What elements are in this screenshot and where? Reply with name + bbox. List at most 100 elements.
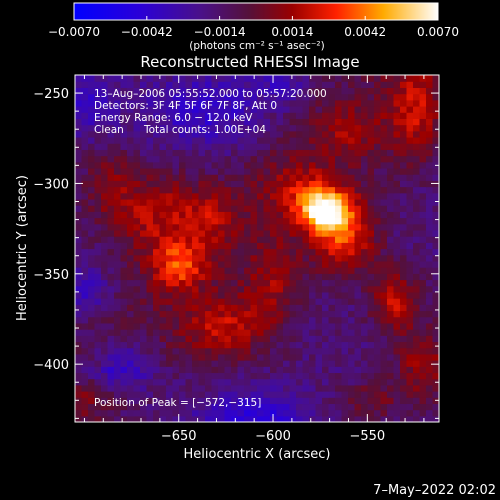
heatmap-cell xyxy=(400,254,408,262)
heatmap-cell xyxy=(101,322,109,330)
heatmap-cell xyxy=(413,161,421,169)
heatmap-cell xyxy=(211,186,219,194)
heatmap-cell xyxy=(361,366,369,374)
heatmap-cell xyxy=(250,223,258,231)
heatmap-cell xyxy=(140,378,148,386)
heatmap-cell xyxy=(192,285,200,293)
heatmap-cell xyxy=(159,347,167,355)
heatmap-cell xyxy=(159,149,167,157)
heatmap-cell xyxy=(192,335,200,343)
heatmap-cell xyxy=(393,409,401,417)
heatmap-cell xyxy=(153,155,161,163)
heatmap-cell xyxy=(426,180,434,188)
heatmap-cell xyxy=(367,329,375,336)
heatmap-cell xyxy=(159,372,167,380)
heatmap-cell xyxy=(432,291,439,299)
heatmap-cell xyxy=(205,211,213,219)
heatmap-cell xyxy=(81,143,89,150)
heatmap-cell xyxy=(75,384,83,392)
heatmap-cell xyxy=(237,347,245,355)
heatmap-cell xyxy=(94,112,102,119)
heatmap-cell xyxy=(237,81,245,88)
heatmap-cell xyxy=(367,248,375,256)
heatmap-cell xyxy=(218,353,226,361)
heatmap-cell xyxy=(361,124,369,132)
heatmap-cell xyxy=(257,87,265,95)
heatmap-cell xyxy=(140,329,148,336)
heatmap-cell xyxy=(127,267,135,274)
heatmap-cell xyxy=(120,378,128,386)
heatmap-cell xyxy=(146,273,154,281)
heatmap-cell xyxy=(198,329,206,336)
heatmap-cell xyxy=(270,198,278,206)
heatmap-cell xyxy=(140,155,148,163)
heatmap-cell xyxy=(380,248,388,256)
heatmap-cell xyxy=(263,341,271,349)
heatmap-cell xyxy=(419,242,427,250)
heatmap-cell xyxy=(276,397,284,405)
heatmap-cell xyxy=(361,118,369,126)
heatmap-cell xyxy=(322,415,330,422)
heatmap-cell xyxy=(237,75,245,82)
heatmap-cell xyxy=(406,112,414,119)
heatmap-cell xyxy=(374,167,382,175)
heatmap-cell xyxy=(88,273,96,281)
heatmap-cell xyxy=(426,105,434,113)
heatmap-cell xyxy=(302,81,310,88)
heatmap-cell xyxy=(107,397,115,405)
heatmap-cell xyxy=(250,87,258,95)
heatmap-cell xyxy=(276,285,284,293)
heatmap-cell xyxy=(88,205,96,212)
heatmap-cell xyxy=(354,143,362,150)
heatmap-cell xyxy=(244,112,252,119)
heatmap-cell xyxy=(140,87,148,95)
heatmap-cell xyxy=(328,341,336,349)
heatmap-cell xyxy=(283,335,291,343)
heatmap-cell xyxy=(289,180,297,188)
heatmap-cell xyxy=(309,99,317,107)
heatmap-cell xyxy=(322,205,330,212)
heatmap-cell xyxy=(140,118,148,126)
heatmap-cell xyxy=(426,186,434,194)
heatmap-cell xyxy=(393,366,401,374)
heatmap-cell xyxy=(218,260,226,268)
heatmap-cell xyxy=(185,322,193,330)
heatmap-cell xyxy=(120,372,128,380)
heatmap-cell xyxy=(94,335,102,343)
heatmap-cell xyxy=(270,112,278,119)
y-tick-label: −250 xyxy=(33,87,69,102)
heatmap-cell xyxy=(335,229,343,237)
heatmap-cell xyxy=(107,167,115,175)
heatmap-cell xyxy=(237,143,245,150)
heatmap-cell xyxy=(302,112,310,119)
heatmap-cell xyxy=(114,298,122,305)
heatmap-cell xyxy=(127,341,135,349)
heatmap-cell xyxy=(244,403,252,411)
heatmap-cell xyxy=(426,415,434,422)
heatmap-cell xyxy=(400,285,408,293)
heatmap-cell xyxy=(185,267,193,274)
heatmap-cell xyxy=(315,81,323,88)
heatmap-cell xyxy=(393,136,401,144)
heatmap-cell xyxy=(218,285,226,293)
heatmap-cell xyxy=(367,223,375,231)
heatmap-cell xyxy=(380,316,388,324)
heatmap-cell xyxy=(244,341,252,349)
heatmap-cell xyxy=(302,353,310,361)
heatmap-cell xyxy=(432,335,439,343)
heatmap-cell xyxy=(94,341,102,349)
heatmap-cell xyxy=(289,341,297,349)
heatmap-cell xyxy=(140,273,148,281)
heatmap-cell xyxy=(94,329,102,336)
heatmap-cell xyxy=(257,186,265,194)
heatmap-cell xyxy=(192,341,200,349)
heatmap-cell xyxy=(146,298,154,305)
heatmap-cell xyxy=(127,254,135,262)
heatmap-cell xyxy=(250,81,258,88)
heatmap-cell xyxy=(341,298,349,305)
heatmap-cell xyxy=(283,124,291,132)
heatmap-cell xyxy=(88,279,96,287)
heatmap-cell xyxy=(166,335,174,343)
heatmap-cell xyxy=(244,267,252,274)
heatmap-cell xyxy=(101,161,109,169)
